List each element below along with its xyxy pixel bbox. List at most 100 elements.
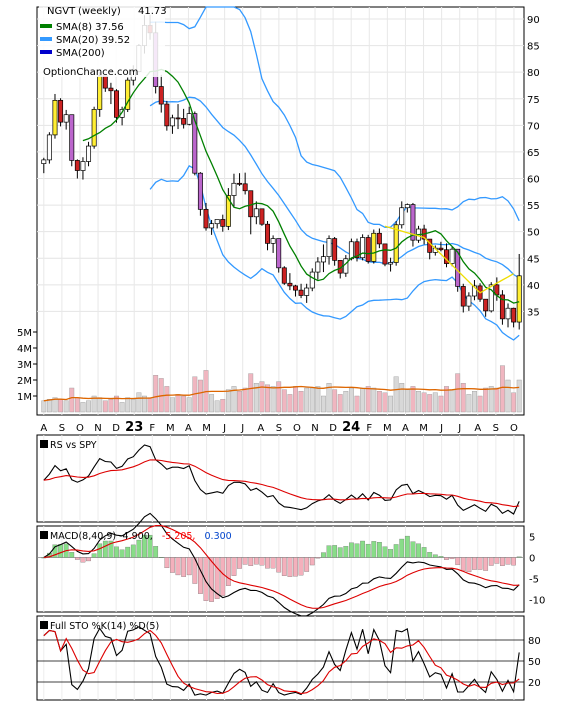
- macd-histogram-bar: [119, 549, 125, 558]
- candle-body: [214, 219, 220, 225]
- macd-histogram-bar: [114, 546, 119, 558]
- volume-bar: [225, 389, 231, 413]
- macd-histogram-bar: [270, 557, 276, 569]
- x-tick-label: M: [383, 423, 392, 434]
- candle-body: [276, 238, 282, 269]
- macd-histogram-bar: [309, 557, 315, 566]
- candle-body: [248, 190, 254, 218]
- candle-body: [91, 109, 97, 147]
- macd-histogram-bar: [399, 538, 405, 558]
- macd-histogram-bar: [52, 544, 58, 558]
- macd-histogram-bar: [511, 557, 516, 566]
- macd-histogram-bar: [287, 557, 293, 577]
- volume-bar: [404, 389, 410, 413]
- macd-histogram-bar: [214, 557, 220, 599]
- volume-bar: [63, 400, 69, 413]
- macd-histogram-bar: [444, 557, 449, 560]
- macd-hist-value: 0.300: [205, 531, 232, 542]
- volume-bar: [399, 383, 405, 413]
- volume-bar: [130, 399, 136, 413]
- legend-label: SMA(200): [56, 48, 105, 59]
- candle-body: [265, 223, 270, 244]
- volume-bar: [265, 384, 270, 413]
- macd-histogram-bar: [158, 557, 164, 558]
- candle-body: [209, 223, 215, 229]
- x-tick-label: S: [493, 423, 499, 434]
- volume-bar: [371, 387, 377, 413]
- x-tick-label: A: [474, 423, 481, 434]
- volume-bar: [153, 375, 159, 413]
- x-tick-label: O: [76, 423, 84, 434]
- candle-body: [97, 75, 103, 110]
- volume-bar: [242, 387, 248, 413]
- candle-body: [287, 282, 293, 287]
- macd-histogram-bar: [365, 543, 371, 558]
- macd-histogram-bar: [404, 535, 410, 558]
- x-tick-label: O: [510, 423, 518, 434]
- price-tick-label: 55: [527, 201, 540, 212]
- volume-bar: [466, 394, 472, 413]
- volume-bar: [91, 395, 97, 413]
- volume-bar: [52, 397, 58, 413]
- interval-label: (weekly): [78, 6, 121, 17]
- x-tick-label: D: [329, 423, 337, 434]
- rs-line: [43, 444, 520, 515]
- volume-tick-label: 2M: [17, 376, 32, 387]
- candle-body: [281, 267, 287, 284]
- candle-body: [354, 241, 360, 259]
- sto-tick-label: 50: [528, 657, 541, 668]
- candle-body: [63, 114, 69, 123]
- candle-body: [86, 145, 92, 162]
- candle-body: [320, 256, 326, 263]
- price-tick-label: 45: [527, 254, 540, 265]
- macd-histogram-bar: [432, 554, 438, 558]
- candle-body: [41, 159, 47, 164]
- legend: NGVT (weekly) 41.73 SMA(8) 37.56 SMA(20) …: [39, 3, 167, 78]
- price-tick-label: 90: [527, 15, 540, 26]
- x-tick-label: M: [202, 423, 211, 434]
- macd-histogram-bar: [298, 557, 304, 576]
- volume-bar: [499, 365, 505, 413]
- macd-histogram-bar: [326, 545, 332, 558]
- candle-body: [393, 224, 399, 263]
- macd-histogram-bar: [337, 547, 343, 558]
- macd-histogram-bar: [237, 557, 242, 569]
- macd-histogram-bar: [259, 557, 265, 566]
- x-tick-label: S: [276, 423, 282, 434]
- macd-line: [43, 512, 520, 617]
- volume-bar: [186, 397, 192, 413]
- volume-bar: [511, 392, 517, 413]
- candle-body: [231, 182, 237, 196]
- x-tick-label: N: [94, 423, 101, 434]
- macd-histogram-bar: [483, 557, 489, 571]
- x-tick-label: A: [40, 423, 47, 434]
- panel-frame: [36, 434, 525, 523]
- price-tick-label: 65: [527, 148, 540, 159]
- candle-body: [460, 286, 466, 307]
- macd-histogram-bar: [74, 557, 80, 560]
- rs-average-line: [43, 459, 520, 508]
- volume-bar: [376, 391, 382, 413]
- volume-bar: [175, 394, 181, 413]
- volume-bar: [108, 399, 114, 413]
- volume-bar: [360, 387, 366, 413]
- legend-label: SMA(8) 37.56: [56, 22, 124, 33]
- x-tick-label: S: [59, 423, 65, 434]
- candle-body: [164, 103, 170, 127]
- volume-bar: [354, 395, 360, 413]
- macd-histogram-bar: [153, 546, 159, 558]
- volume-bar: [494, 387, 500, 413]
- volume-bar: [516, 379, 522, 413]
- x-tick-label: D: [112, 423, 120, 434]
- macd-histogram-bar: [175, 557, 181, 576]
- macd-tick-label: -10: [529, 595, 545, 606]
- macd-histogram-bar: [382, 546, 388, 558]
- volume-bar: [483, 387, 489, 413]
- macd-histogram-bar: [108, 540, 114, 558]
- candle-body: [404, 204, 410, 209]
- volume-bar: [472, 391, 477, 413]
- sto-tick-label: 20: [528, 678, 541, 689]
- volume-bar: [455, 373, 461, 413]
- x-tick-label: O: [293, 423, 301, 434]
